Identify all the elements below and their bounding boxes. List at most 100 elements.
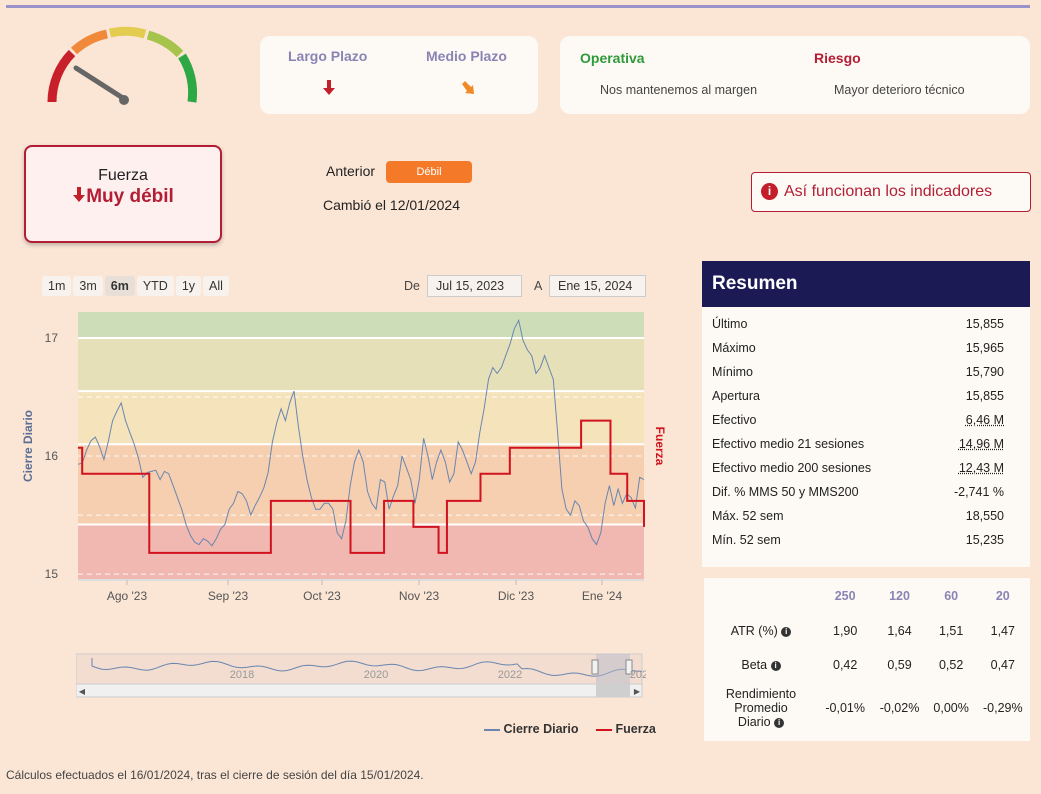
price-chart[interactable]: 15 16 17 Cierre Diario Fuerza Ago '23 Sep '23 O… — [18, 300, 678, 615]
gauge-segment-yellow — [109, 26, 147, 39]
rend-label-1: Rendimiento — [725, 687, 797, 701]
range-button-ytd[interactable]: YTD — [136, 276, 174, 296]
footer-note: Cálculos efectuados el 16/01/2024, tras … — [6, 768, 424, 782]
range-button-1y[interactable]: 1y — [175, 276, 202, 296]
rend-label-2: Promedio — [734, 701, 788, 715]
chart-legend: Cierre Diario Fuerza — [484, 722, 656, 736]
resumen-row-value: 18,550 — [965, 509, 1004, 523]
atr-20: 1,47 — [990, 624, 1015, 638]
resumen-row: Máximo 15,965 — [702, 336, 1030, 360]
riesgo-text: Mayor deterioro técnico — [834, 83, 965, 97]
resumen-row: Mín. 52 sem 15,235 — [702, 528, 1030, 552]
navigator-handle[interactable] — [625, 659, 633, 675]
legend-cierre[interactable]: Cierre Diario — [503, 722, 579, 736]
resumen-row-label: Efectivo — [712, 413, 757, 427]
resumen-row-label: Máx. 52 sem — [712, 509, 784, 523]
resumen-row-value: 12,43 M — [958, 461, 1004, 475]
beta-20: 0,47 — [990, 658, 1015, 672]
operativa-title: Operativa — [580, 50, 645, 66]
fuerza-value: Muy débil — [86, 186, 174, 207]
navigator-handle[interactable] — [591, 659, 599, 675]
resumen-row: Mínimo 15,790 — [702, 360, 1030, 384]
scroll-left-icon: ◀ — [79, 687, 86, 696]
range-button-1m[interactable]: 1m — [42, 276, 72, 296]
gauge-segment-lightgreen — [146, 30, 184, 58]
strength-gauge — [47, 26, 198, 105]
arrow-down-right-icon — [462, 81, 474, 94]
chart-navigator[interactable]: 2018 2020 2022 2024 ◀ ▶ — [76, 650, 646, 700]
info-icon[interactable]: i — [781, 626, 792, 637]
rend-label-cell: Rendimiento Promedio Diario i — [704, 682, 818, 734]
date-to-label: A — [534, 279, 543, 293]
stat-header-20: 20 — [995, 589, 1010, 603]
resumen-row: Apertura 15,855 — [702, 384, 1030, 408]
resumen-row-value: 15,965 — [965, 341, 1004, 355]
resumen-row: Efectivo 6,46 M — [702, 408, 1030, 432]
cambio-date: Cambió el 12/01/2024 — [323, 197, 460, 213]
operativa-text: Nos mantenemos al margen — [600, 83, 758, 97]
navigator-scroll-thumb — [596, 684, 630, 697]
range-button-3m[interactable]: 3m — [73, 276, 103, 296]
indicadores-link-label: Así funcionan los indicadores — [784, 183, 993, 200]
resumen-row: Último 15,855 — [702, 312, 1030, 336]
stats-panel: 250 120 60 20 ATR (%) i 1,90 1,64 1,51 1… — [704, 578, 1030, 741]
range-button-6m[interactable]: 6m — [104, 276, 135, 296]
date-from-input[interactable]: Jul 15, 2023 — [427, 275, 522, 297]
resumen-row-value: 15,855 — [965, 317, 1004, 331]
info-icon[interactable]: i — [770, 660, 781, 671]
atr-120: 1,64 — [887, 624, 912, 638]
stat-header-120: 120 — [889, 589, 910, 603]
y-axis-label-right: Fuerza — [653, 427, 667, 466]
range-button-all[interactable]: All — [203, 276, 229, 296]
resumen-row-value: -2,741 % — [953, 485, 1004, 499]
legend-fuerza-swatch — [596, 728, 612, 731]
fuerza-label: Fuerza — [98, 167, 148, 184]
plazo-card: Largo Plazo Medio Plazo — [260, 36, 538, 114]
resumen-row: Efectivo medio 200 sesiones 12,43 M — [702, 456, 1030, 480]
info-icon[interactable]: i — [774, 717, 785, 728]
x-tick-label: Dic '23 — [498, 589, 535, 603]
chart-band — [78, 391, 644, 445]
date-from-label: De — [404, 279, 420, 293]
resumen-row-value: 15,790 — [965, 365, 1004, 379]
resumen-row: Máx. 52 sem 18,550 — [702, 504, 1030, 528]
navigator-scrollbar — [76, 683, 643, 698]
rend-120: -0,02% — [879, 701, 920, 715]
rend-20: -0,29% — [983, 701, 1023, 715]
navigator-line — [91, 658, 643, 677]
fuerza-value-row: Muy débil — [26, 186, 220, 208]
resumen-row-label: Efectivo medio 200 sesiones — [712, 461, 872, 475]
fuerza-box: Fuerza Muy débil — [24, 145, 222, 243]
resumen-row-value: 15,235 — [965, 533, 1004, 547]
chart-band — [78, 312, 644, 338]
date-to-input[interactable]: Ene 15, 2024 — [549, 275, 646, 297]
beta-120: 0,59 — [887, 658, 912, 672]
resumen-row-label: Último — [712, 317, 748, 331]
beta-250: 0,42 — [833, 658, 858, 672]
medio-plazo-label: Medio Plazo — [426, 48, 507, 64]
indicadores-link-button[interactable]: i Así funcionan los indicadores — [751, 172, 1031, 212]
scroll-right-icon: ▶ — [634, 687, 641, 696]
series-cierre-line — [77, 318, 645, 547]
resumen-row-label: Máximo — [712, 341, 756, 355]
atr-250: 1,90 — [833, 624, 858, 638]
y-axis-label: Cierre Diario — [21, 410, 35, 482]
resumen-row: Dif. % MMS 50 y MMS200 -2,741 % — [702, 480, 1030, 504]
atr-60: 1,51 — [938, 624, 964, 638]
x-tick-label: Ene '24 — [582, 589, 623, 603]
resumen-title: Resumen — [702, 261, 1030, 307]
largo-plazo-label: Largo Plazo — [288, 48, 368, 64]
stat-header-60: 60 — [944, 589, 959, 603]
navigator-year-label: 2018 — [230, 669, 254, 681]
beta-60: 0,52 — [938, 658, 964, 672]
gauge-segment-green — [178, 53, 198, 103]
legend-fuerza[interactable]: Fuerza — [615, 722, 656, 736]
arrow-down-icon — [73, 187, 86, 202]
stat-header-250: 250 — [834, 589, 856, 603]
gauge-segment-red — [47, 49, 76, 103]
x-tick-label: Sep '23 — [208, 589, 249, 603]
resumen-panel: Resumen Último 15,855 Máximo 15,965 Mínimo 15… — [702, 261, 1030, 567]
x-tick-label: Nov '23 — [399, 589, 440, 603]
beta-label-cell: Beta i — [704, 648, 818, 682]
x-tick-label: Ago '23 — [107, 589, 148, 603]
